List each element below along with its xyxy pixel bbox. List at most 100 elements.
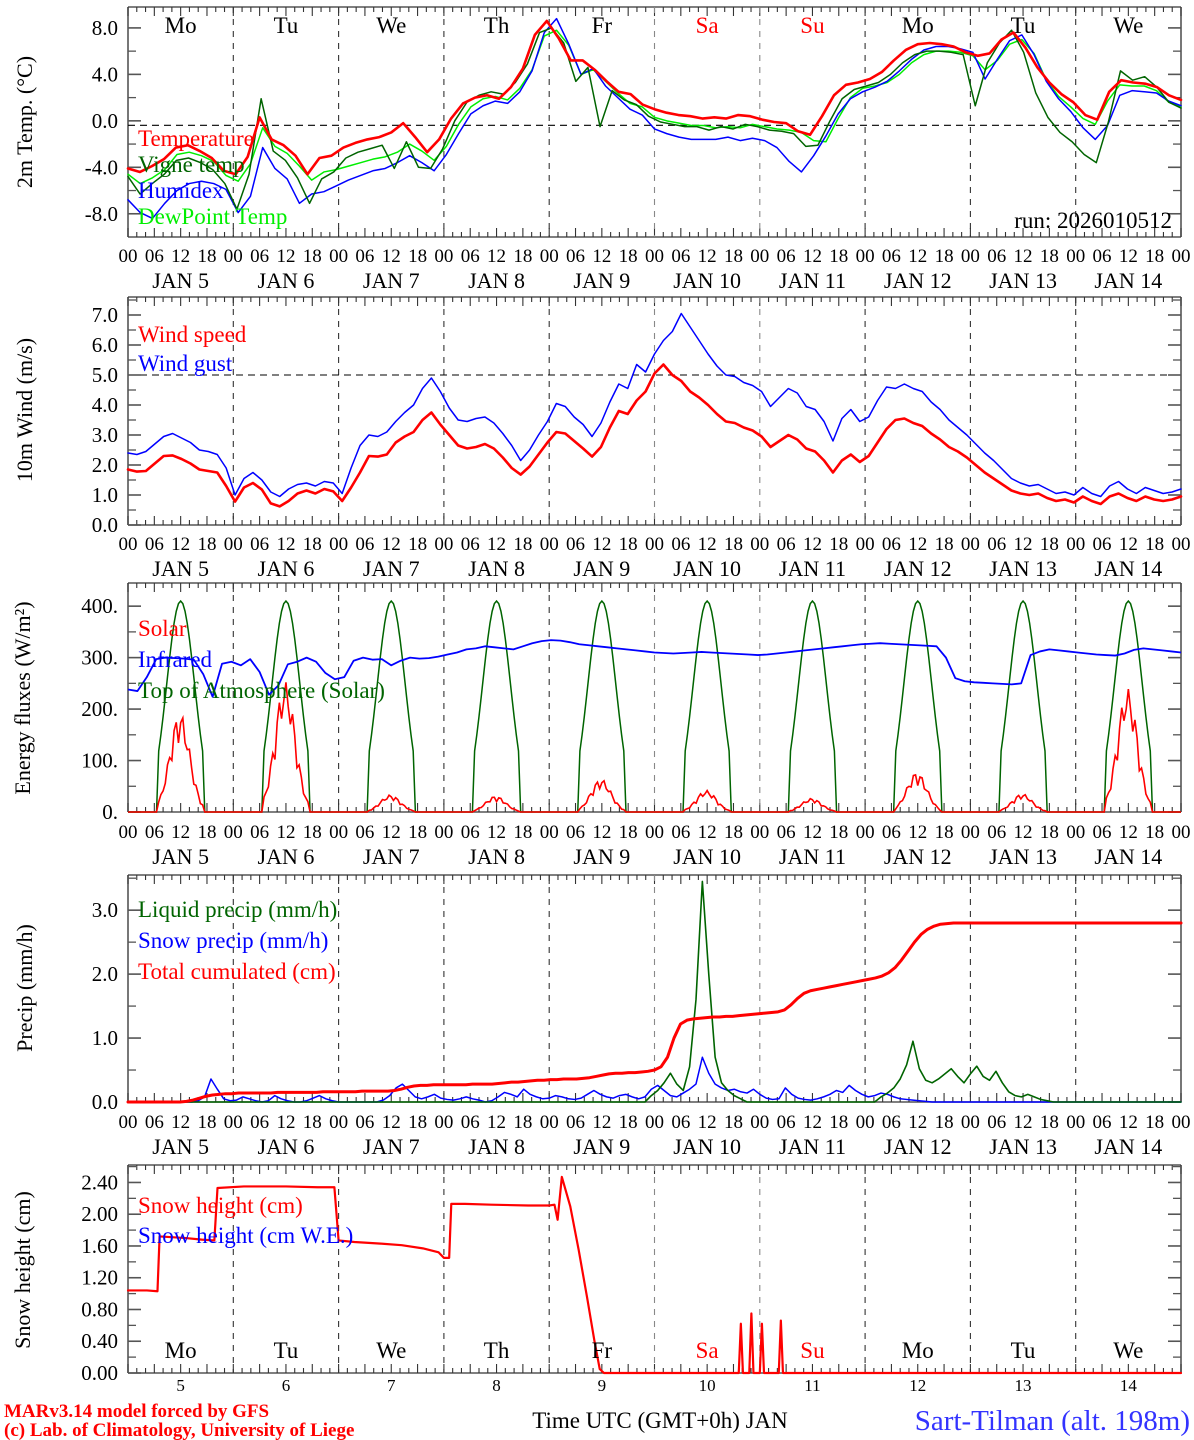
model-credit-line-2: (c) Lab. of Climatology, University of L… xyxy=(4,1420,354,1440)
svg-text:06: 06 xyxy=(882,1112,901,1133)
legend-snow-precip: Snow precip (mm/h) xyxy=(138,928,328,953)
svg-text:06: 06 xyxy=(671,246,690,267)
svg-text:06: 06 xyxy=(566,534,585,555)
svg-text:00: 00 xyxy=(329,246,348,267)
svg-text:12: 12 xyxy=(487,1112,506,1133)
svg-text:JAN 9: JAN 9 xyxy=(573,268,630,290)
svg-text:18: 18 xyxy=(724,534,743,555)
svg-text:0.80: 0.80 xyxy=(81,1297,118,1321)
svg-text:12: 12 xyxy=(276,822,295,843)
svg-text:06: 06 xyxy=(987,1112,1006,1133)
svg-text:12: 12 xyxy=(803,1112,822,1133)
svg-text:00: 00 xyxy=(329,822,348,843)
model-credit-line-1: MARv3.14 model forced by GFS xyxy=(4,1401,269,1422)
svg-text:06: 06 xyxy=(566,1112,585,1133)
svg-text:00: 00 xyxy=(224,822,243,843)
svg-text:18: 18 xyxy=(197,246,216,267)
precip-series-lines xyxy=(126,880,1183,1104)
svg-text:00: 00 xyxy=(329,1112,348,1133)
svg-text:18: 18 xyxy=(513,534,532,555)
legend-wind-gust: Wind gust xyxy=(138,351,233,376)
svg-text:06: 06 xyxy=(987,822,1006,843)
svg-text:00: 00 xyxy=(645,822,664,843)
svg-text:06: 06 xyxy=(250,246,269,267)
svg-text:12: 12 xyxy=(592,1112,611,1133)
temp-day-gridlines xyxy=(232,7,1077,237)
svg-text:18: 18 xyxy=(619,534,638,555)
svg-text:18: 18 xyxy=(513,822,532,843)
svg-text:18: 18 xyxy=(197,822,216,843)
svg-text:12: 12 xyxy=(1119,246,1138,267)
snow-day-gridlines xyxy=(232,1165,1077,1373)
svg-text:06: 06 xyxy=(987,534,1006,555)
svg-text:06: 06 xyxy=(250,822,269,843)
temp-y-axis-title: 2m Temp. (°C) xyxy=(12,56,37,188)
svg-text:12: 12 xyxy=(592,822,611,843)
svg-text:12: 12 xyxy=(487,822,506,843)
svg-text:300.: 300. xyxy=(81,646,118,670)
svg-text:12: 12 xyxy=(1014,246,1033,267)
svg-text:00: 00 xyxy=(1066,534,1085,555)
svg-text:18: 18 xyxy=(303,534,322,555)
svg-text:2.0: 2.0 xyxy=(92,453,118,477)
svg-text:06: 06 xyxy=(250,534,269,555)
svg-text:18: 18 xyxy=(935,822,954,843)
svg-text:18: 18 xyxy=(619,822,638,843)
svg-text:00: 00 xyxy=(540,1112,559,1133)
svg-text:JAN 11: JAN 11 xyxy=(779,1134,846,1159)
svg-text:Mo: Mo xyxy=(902,1338,934,1363)
svg-text:18: 18 xyxy=(303,246,322,267)
svg-text:12: 12 xyxy=(276,246,295,267)
svg-text:12: 12 xyxy=(592,534,611,555)
svg-text:12: 12 xyxy=(171,822,190,843)
temp-weekday-labels: Mo Tu We Th Fr Sa Su Mo Tu We xyxy=(165,13,1144,38)
legend-infrared: Infrared xyxy=(138,647,213,672)
svg-text:18: 18 xyxy=(829,534,848,555)
svg-text:00: 00 xyxy=(119,1112,138,1133)
svg-text:06: 06 xyxy=(882,822,901,843)
svg-text:JAN 14: JAN 14 xyxy=(1094,1134,1162,1159)
snow-day-number-labels: 5 6 7 8 9 10 11 12 13 14 xyxy=(176,1376,1137,1395)
svg-text:JAN 10: JAN 10 xyxy=(673,844,741,869)
svg-text:Su: Su xyxy=(800,1338,825,1363)
svg-text:JAN 8: JAN 8 xyxy=(468,1134,525,1159)
svg-text:00: 00 xyxy=(119,534,138,555)
svg-text:06: 06 xyxy=(566,822,585,843)
svg-text:00: 00 xyxy=(645,246,664,267)
svg-text:06: 06 xyxy=(777,1112,796,1133)
svg-text:06: 06 xyxy=(671,822,690,843)
svg-text:06: 06 xyxy=(355,1112,374,1133)
svg-text:12: 12 xyxy=(1119,534,1138,555)
svg-text:06: 06 xyxy=(461,534,480,555)
snow-series-lines xyxy=(126,1175,1183,1375)
svg-text:06: 06 xyxy=(461,822,480,843)
svg-text:12: 12 xyxy=(698,822,717,843)
svg-text:Su: Su xyxy=(800,13,825,38)
svg-text:-8.0: -8.0 xyxy=(85,202,118,226)
svg-text:18: 18 xyxy=(724,1112,743,1133)
svg-text:00: 00 xyxy=(434,1112,453,1133)
site-label: Sart-Tilman (alt. 198m) xyxy=(915,1405,1190,1437)
svg-text:JAN 10: JAN 10 xyxy=(673,1134,741,1159)
svg-text:JAN 8: JAN 8 xyxy=(468,556,525,580)
svg-text:06: 06 xyxy=(671,534,690,555)
svg-text:18: 18 xyxy=(513,246,532,267)
svg-text:JAN 14: JAN 14 xyxy=(1094,844,1162,869)
svg-text:00: 00 xyxy=(645,1112,664,1133)
svg-text:We: We xyxy=(376,1338,406,1363)
svg-text:18: 18 xyxy=(1040,534,1059,555)
svg-text:12: 12 xyxy=(908,822,927,843)
legend-vigne-temp: Vigne temp xyxy=(138,152,245,177)
legend-top-of-atmosphere: Top of Atmosphere (Solar) xyxy=(138,678,385,703)
svg-text:12: 12 xyxy=(909,1376,926,1395)
svg-text:1.0: 1.0 xyxy=(92,483,118,507)
svg-text:06: 06 xyxy=(145,246,164,267)
svg-text:00: 00 xyxy=(961,534,980,555)
svg-text:06: 06 xyxy=(566,246,585,267)
svg-text:JAN 12: JAN 12 xyxy=(884,1134,952,1159)
svg-text:JAN 9: JAN 9 xyxy=(573,556,630,580)
time-axis-label: Time UTC (GMT+0h) JAN xyxy=(532,1408,788,1433)
svg-text:00: 00 xyxy=(1172,246,1191,267)
svg-text:JAN 6: JAN 6 xyxy=(258,1134,315,1159)
svg-text:JAN 13: JAN 13 xyxy=(989,556,1057,580)
